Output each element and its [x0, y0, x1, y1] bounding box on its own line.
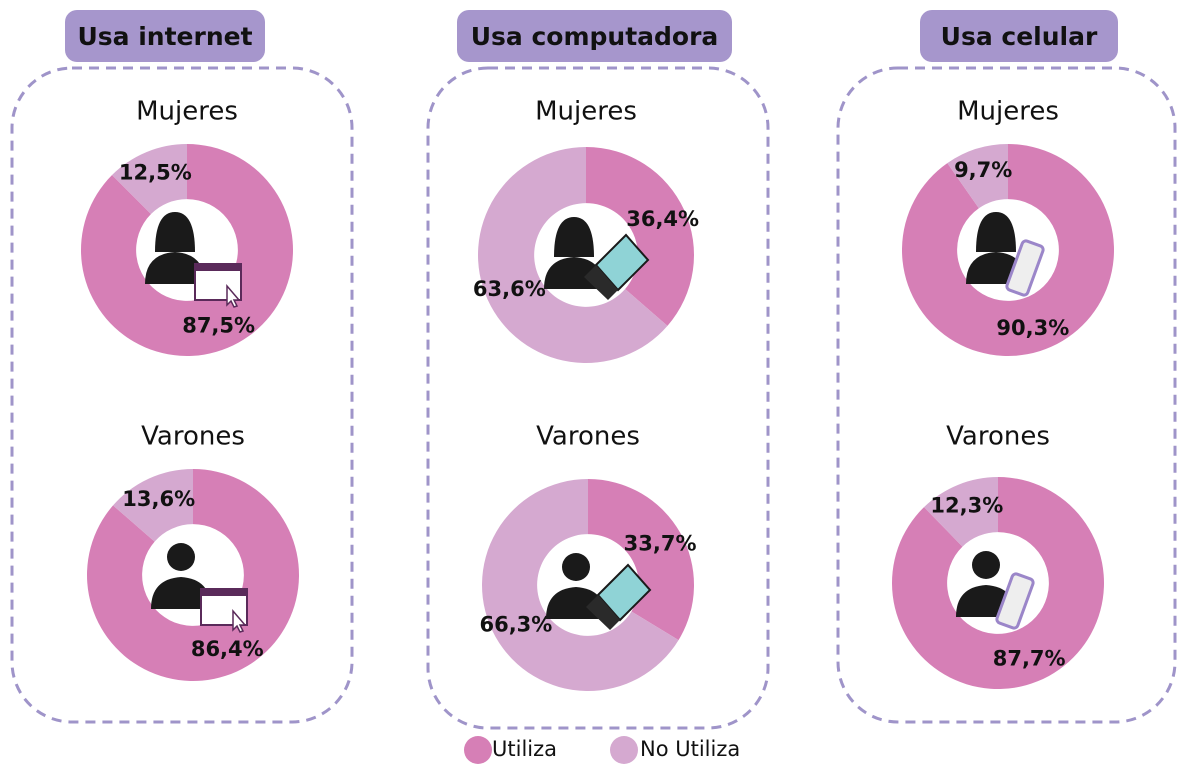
data-label: 33,7%	[624, 531, 697, 555]
donut-slice	[478, 147, 668, 364]
legend-label: Utiliza	[492, 737, 557, 761]
icon	[966, 212, 1045, 297]
person-head	[982, 218, 1010, 246]
donut-slice	[481, 479, 679, 691]
person-body	[145, 252, 205, 284]
person-head	[562, 553, 590, 581]
data-label: 63,6%	[473, 277, 546, 301]
person-head	[161, 218, 189, 246]
donut-slice	[891, 477, 1104, 689]
legend-swatch	[464, 736, 492, 764]
laptop-screen	[594, 233, 650, 292]
data-label: 90,3%	[996, 316, 1069, 340]
donut-slice	[588, 479, 694, 641]
person-head	[560, 223, 588, 251]
person-head	[167, 543, 195, 571]
donut-slice	[87, 469, 299, 682]
legend-label: No Utiliza	[640, 737, 740, 761]
data-label: 87,5%	[182, 313, 255, 337]
person-body	[151, 577, 211, 609]
data-label: 87,7%	[993, 647, 1066, 671]
data-label: 36,4%	[626, 207, 699, 231]
panel-title: Usa celular	[941, 22, 1098, 51]
group-title: Mujeres	[136, 97, 238, 127]
panel-frame	[426, 66, 770, 730]
cursor	[226, 283, 241, 308]
laptop-screen	[596, 563, 652, 622]
panel-frame	[10, 66, 354, 724]
data-label: 12,5%	[119, 161, 192, 185]
donut-slice	[113, 469, 193, 542]
donut-slice	[112, 144, 187, 215]
panel-title: Usa computadora	[471, 22, 719, 51]
legend-swatch	[610, 736, 638, 764]
data-label: 13,6%	[122, 487, 195, 511]
browser-bar	[201, 589, 247, 596]
donut-slice	[902, 143, 1115, 356]
data-label: 12,3%	[930, 493, 1003, 517]
donut-slice	[947, 144, 1008, 209]
laptop-base	[584, 265, 618, 300]
group-title: Varones	[946, 422, 1050, 452]
group-title: Mujeres	[535, 97, 637, 127]
icon	[546, 553, 652, 630]
donut-slice	[586, 147, 694, 326]
donut-slice	[923, 477, 998, 547]
icon	[956, 551, 1035, 630]
icon	[544, 217, 650, 300]
icon	[151, 543, 248, 633]
panel-title-bg	[920, 10, 1118, 62]
panel-frame	[836, 66, 1177, 724]
panel-title-bg	[65, 10, 265, 62]
group-title: Varones	[536, 422, 640, 452]
panel-title: Usa internet	[77, 22, 252, 51]
data-label: 86,4%	[191, 637, 264, 661]
phone	[995, 572, 1035, 630]
data-label: 66,3%	[479, 613, 552, 637]
group-title: Mujeres	[957, 97, 1059, 127]
panel-title-bg	[457, 10, 732, 62]
cursor	[232, 608, 247, 633]
person-head	[972, 551, 1000, 579]
donut-slice	[80, 144, 293, 356]
data-label: 9,7%	[954, 158, 1012, 182]
icon	[145, 212, 242, 308]
group-title: Varones	[141, 422, 245, 452]
browser-bar	[195, 264, 241, 271]
phone	[1005, 239, 1045, 297]
laptop-base	[586, 595, 620, 630]
